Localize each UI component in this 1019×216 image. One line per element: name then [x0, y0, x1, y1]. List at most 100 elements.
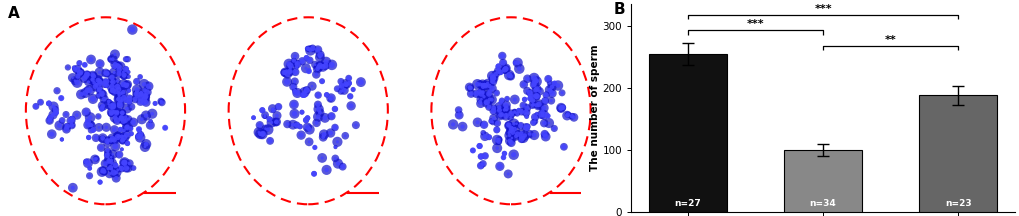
Point: [310, 115, 326, 119]
Point: [63, 124, 79, 127]
Point: [488, 128, 504, 132]
Point: [312, 64, 328, 67]
Point: [111, 153, 127, 156]
Point: [289, 62, 306, 66]
Point: [322, 131, 338, 135]
Point: [539, 114, 555, 118]
Point: [534, 110, 550, 113]
Point: [527, 120, 543, 123]
Point: [481, 135, 497, 139]
Point: [94, 92, 110, 95]
Point: [123, 132, 140, 135]
Point: [329, 140, 345, 144]
Point: [463, 92, 479, 95]
Point: [296, 91, 312, 94]
Point: [484, 76, 500, 79]
Point: [512, 124, 528, 127]
Point: [285, 59, 302, 62]
Point: [519, 77, 535, 81]
Point: [68, 113, 85, 117]
Point: [120, 89, 137, 92]
Point: [288, 123, 305, 127]
Point: [45, 113, 61, 117]
Point: [100, 138, 116, 142]
Point: [477, 154, 493, 158]
Point: [113, 135, 129, 138]
Point: [99, 149, 115, 152]
Point: [137, 89, 153, 92]
Point: [98, 80, 114, 83]
Point: [41, 102, 57, 105]
Point: [302, 49, 318, 52]
Point: [128, 92, 145, 96]
Point: [543, 85, 559, 89]
Point: [477, 84, 493, 87]
Point: [131, 75, 148, 79]
Point: [104, 80, 120, 84]
Point: [128, 94, 145, 98]
Point: [323, 63, 339, 67]
Point: [485, 106, 501, 110]
Point: [254, 108, 270, 112]
Point: [526, 81, 542, 85]
Point: [153, 100, 169, 103]
Point: [492, 70, 508, 74]
Point: [82, 89, 98, 92]
Point: [496, 108, 513, 112]
Point: [488, 138, 504, 142]
Point: [491, 109, 507, 112]
Point: [564, 114, 580, 118]
Point: [119, 83, 136, 86]
Point: [120, 117, 137, 121]
Point: [500, 123, 517, 127]
Point: [113, 99, 129, 103]
Point: [285, 103, 302, 106]
Point: [316, 133, 332, 136]
Point: [545, 127, 561, 130]
Point: [511, 67, 527, 70]
Point: [516, 134, 532, 137]
Point: [311, 65, 327, 69]
Point: [110, 88, 126, 91]
Point: [503, 127, 520, 130]
Point: [312, 111, 328, 114]
Point: [519, 106, 535, 110]
Point: [114, 111, 130, 115]
Point: [506, 111, 523, 114]
Point: [114, 139, 130, 142]
Point: [64, 124, 81, 127]
Point: [97, 81, 113, 85]
Point: [516, 83, 532, 86]
Point: [301, 47, 317, 51]
Point: [503, 136, 520, 140]
Point: [108, 171, 124, 174]
Point: [117, 83, 133, 87]
Point: [59, 124, 75, 128]
Point: [285, 103, 302, 106]
Point: [78, 72, 95, 76]
Point: [476, 83, 492, 86]
Point: [353, 80, 369, 84]
Point: [484, 80, 500, 84]
Point: [82, 174, 98, 178]
Point: [113, 148, 129, 151]
Point: [500, 124, 517, 127]
Point: [130, 135, 147, 138]
Point: [110, 135, 126, 138]
Point: [492, 101, 508, 104]
Point: [511, 67, 527, 70]
Point: [147, 102, 163, 105]
Point: [481, 90, 497, 93]
Point: [66, 66, 83, 69]
Point: [512, 124, 528, 127]
Point: [505, 127, 522, 131]
Point: [312, 53, 328, 57]
Point: [474, 83, 490, 86]
Point: [485, 117, 501, 120]
Point: [483, 119, 499, 123]
Point: [267, 121, 283, 124]
Point: [480, 105, 496, 109]
Point: [111, 97, 127, 101]
Point: [260, 128, 276, 131]
Point: [45, 113, 61, 117]
